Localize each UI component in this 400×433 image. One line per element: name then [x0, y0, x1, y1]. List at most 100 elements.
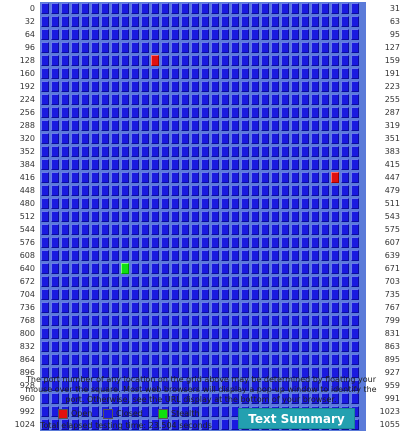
port-cell-closed[interactable] [121, 68, 129, 79]
port-cell-closed[interactable] [211, 237, 219, 248]
port-cell-closed[interactable] [141, 42, 149, 53]
port-cell-closed[interactable] [181, 159, 189, 170]
port-cell-closed[interactable] [241, 315, 249, 326]
port-cell-closed[interactable] [241, 94, 249, 105]
port-cell-closed[interactable] [191, 55, 199, 66]
port-cell-closed[interactable] [301, 263, 309, 274]
port-cell-closed[interactable] [291, 211, 299, 222]
port-cell-closed[interactable] [141, 250, 149, 261]
port-cell-closed[interactable] [61, 289, 69, 300]
port-cell-closed[interactable] [271, 68, 279, 79]
port-cell-closed[interactable] [281, 133, 289, 144]
port-cell-closed[interactable] [301, 354, 309, 365]
port-cell-closed[interactable] [131, 211, 139, 222]
port-cell-closed[interactable] [151, 133, 159, 144]
port-cell-closed[interactable] [231, 146, 239, 157]
port-cell-closed[interactable] [91, 367, 99, 378]
port-cell-closed[interactable] [101, 224, 109, 235]
port-cell-closed[interactable] [111, 81, 119, 92]
port-cell-closed[interactable] [51, 328, 59, 339]
port-cell-closed[interactable] [91, 29, 99, 40]
port-cell-closed[interactable] [261, 302, 269, 313]
port-cell-closed[interactable] [341, 81, 349, 92]
port-cell-closed[interactable] [71, 419, 79, 430]
port-cell-closed[interactable] [121, 393, 129, 404]
port-cell-closed[interactable] [71, 367, 79, 378]
port-cell-closed[interactable] [51, 3, 59, 14]
port-cell-closed[interactable] [201, 406, 209, 417]
port-cell-closed[interactable] [331, 29, 339, 40]
port-cell-closed[interactable] [211, 3, 219, 14]
port-cell-closed[interactable] [321, 172, 329, 183]
port-cell-closed[interactable] [331, 380, 339, 391]
port-cell-closed[interactable] [41, 302, 49, 313]
port-cell-closed[interactable] [131, 250, 139, 261]
port-cell-closed[interactable] [201, 302, 209, 313]
port-cell-closed[interactable] [61, 211, 69, 222]
port-cell-closed[interactable] [211, 419, 219, 430]
port-cell-closed[interactable] [191, 94, 199, 105]
port-cell-closed[interactable] [341, 263, 349, 274]
port-cell-closed[interactable] [151, 263, 159, 274]
port-cell-closed[interactable] [241, 263, 249, 274]
port-cell-closed[interactable] [251, 107, 259, 118]
port-cell-closed[interactable] [171, 328, 179, 339]
port-cell-closed[interactable] [291, 289, 299, 300]
port-cell-closed[interactable] [191, 406, 199, 417]
port-cell-closed[interactable] [291, 172, 299, 183]
port-cell-closed[interactable] [301, 380, 309, 391]
port-cell-closed[interactable] [121, 276, 129, 287]
port-cell-closed[interactable] [281, 159, 289, 170]
port-cell-closed[interactable] [151, 393, 159, 404]
port-cell-closed[interactable] [261, 55, 269, 66]
port-cell-closed[interactable] [211, 380, 219, 391]
port-cell-closed[interactable] [261, 341, 269, 352]
port-cell-closed[interactable] [151, 42, 159, 53]
port-cell-closed[interactable] [141, 419, 149, 430]
port-cell-closed[interactable] [291, 276, 299, 287]
port-cell-closed[interactable] [331, 211, 339, 222]
port-cell-closed[interactable] [81, 146, 89, 157]
port-cell-closed[interactable] [221, 107, 229, 118]
port-cell-closed[interactable] [201, 237, 209, 248]
port-cell-closed[interactable] [171, 276, 179, 287]
port-cell-closed[interactable] [111, 3, 119, 14]
port-cell-closed[interactable] [211, 55, 219, 66]
port-cell-closed[interactable] [41, 172, 49, 183]
port-cell-closed[interactable] [121, 198, 129, 209]
port-cell-closed[interactable] [221, 68, 229, 79]
port-cell-closed[interactable] [171, 367, 179, 378]
port-cell-closed[interactable] [291, 315, 299, 326]
port-cell-closed[interactable] [171, 224, 179, 235]
port-cell-closed[interactable] [41, 250, 49, 261]
port-cell-closed[interactable] [241, 29, 249, 40]
port-cell-closed[interactable] [211, 354, 219, 365]
port-cell-closed[interactable] [181, 68, 189, 79]
port-cell-closed[interactable] [131, 419, 139, 430]
port-cell-closed[interactable] [81, 133, 89, 144]
port-cell-closed[interactable] [341, 302, 349, 313]
port-cell-closed[interactable] [241, 328, 249, 339]
port-cell-closed[interactable] [91, 328, 99, 339]
port-cell-closed[interactable] [131, 276, 139, 287]
port-cell-closed[interactable] [111, 107, 119, 118]
port-cell-closed[interactable] [101, 185, 109, 196]
port-cell-closed[interactable] [111, 367, 119, 378]
port-cell-closed[interactable] [121, 419, 129, 430]
port-cell-closed[interactable] [211, 263, 219, 274]
port-cell-closed[interactable] [221, 237, 229, 248]
port-cell-closed[interactable] [331, 68, 339, 79]
port-cell-closed[interactable] [151, 211, 159, 222]
port-cell-closed[interactable] [231, 29, 239, 40]
port-cell-closed[interactable] [41, 354, 49, 365]
port-cell-closed[interactable] [101, 315, 109, 326]
port-cell-closed[interactable] [91, 133, 99, 144]
port-cell-closed[interactable] [61, 172, 69, 183]
port-cell-closed[interactable] [151, 302, 159, 313]
port-cell-closed[interactable] [271, 198, 279, 209]
port-cell-closed[interactable] [211, 289, 219, 300]
port-cell-closed[interactable] [41, 29, 49, 40]
port-cell-closed[interactable] [281, 289, 289, 300]
port-cell-closed[interactable] [101, 120, 109, 131]
port-cell-closed[interactable] [181, 107, 189, 118]
